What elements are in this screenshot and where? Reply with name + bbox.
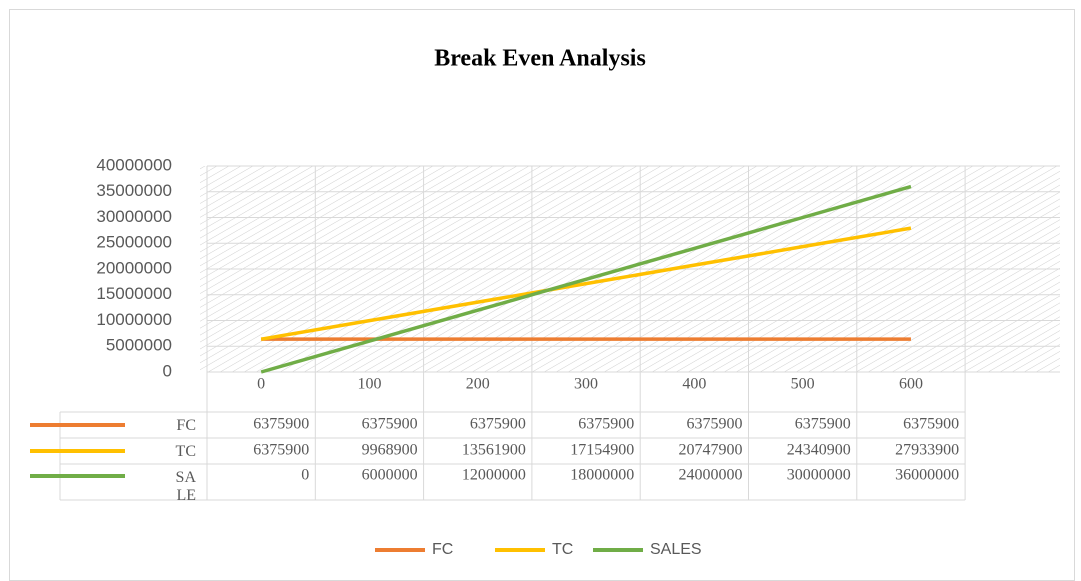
y-tick-label: 10000000 [96,310,172,329]
table-cell: 6375900 [795,416,851,433]
series-line [260,226,912,341]
y-tick-label: 30000000 [96,207,172,226]
chart-title: Break Even Analysis [434,46,646,72]
table-cell: 9968900 [362,442,418,459]
table-cell: 12000000 [462,467,526,484]
table-cell: 27933900 [895,442,959,459]
table-row-header: SALES [175,469,196,500]
table-cell: 17154900 [570,442,634,459]
x-tick-label: 600 [899,376,923,393]
table-cell: 6375900 [362,416,418,433]
table-cell: 24340900 [787,442,851,459]
y-tick-label: 25000000 [96,233,172,252]
table-cell: 6375900 [687,416,743,433]
table-row-header: TC [175,443,196,460]
series-line [260,184,912,374]
x-tick-label: 100 [357,376,381,393]
table-cell: 0 [301,467,309,484]
x-tick-label: 200 [466,376,490,393]
y-tick-label: 5000000 [106,336,172,355]
legend-label: SALES [650,541,702,558]
table-cell: 6000000 [362,467,418,484]
table-cell: 6375900 [578,416,634,433]
y-tick-label: 15000000 [96,284,172,303]
table-row-header: FC [176,417,196,434]
legend-label: TC [552,541,573,558]
x-tick-label: 500 [791,376,815,393]
y-tick-label: 35000000 [96,181,172,200]
y-tick-label: 40000000 [96,155,172,174]
table-cell: 20747900 [679,442,743,459]
table-cell: 30000000 [787,467,851,484]
legend-label: FC [432,541,453,558]
table-cell: 6375900 [253,442,309,459]
y-tick-label: 0 [163,361,172,380]
x-tick-label: 400 [682,376,706,393]
table-row-header-box: TC [175,443,196,460]
x-tick-label: 300 [574,376,598,393]
x-tick-label: 0 [257,376,265,393]
table-row-header-box: FC [176,417,196,434]
table-cell: 6375900 [253,416,309,433]
table-row-header-box: SALES [175,469,196,500]
table-cell: 13561900 [462,442,526,459]
table-cell: 18000000 [570,467,634,484]
table-cell: 24000000 [679,467,743,484]
table-cell: 36000000 [895,467,959,484]
y-tick-label: 20000000 [96,258,172,277]
table-cell: 6375900 [903,416,959,433]
table-cell: 6375900 [470,416,526,433]
